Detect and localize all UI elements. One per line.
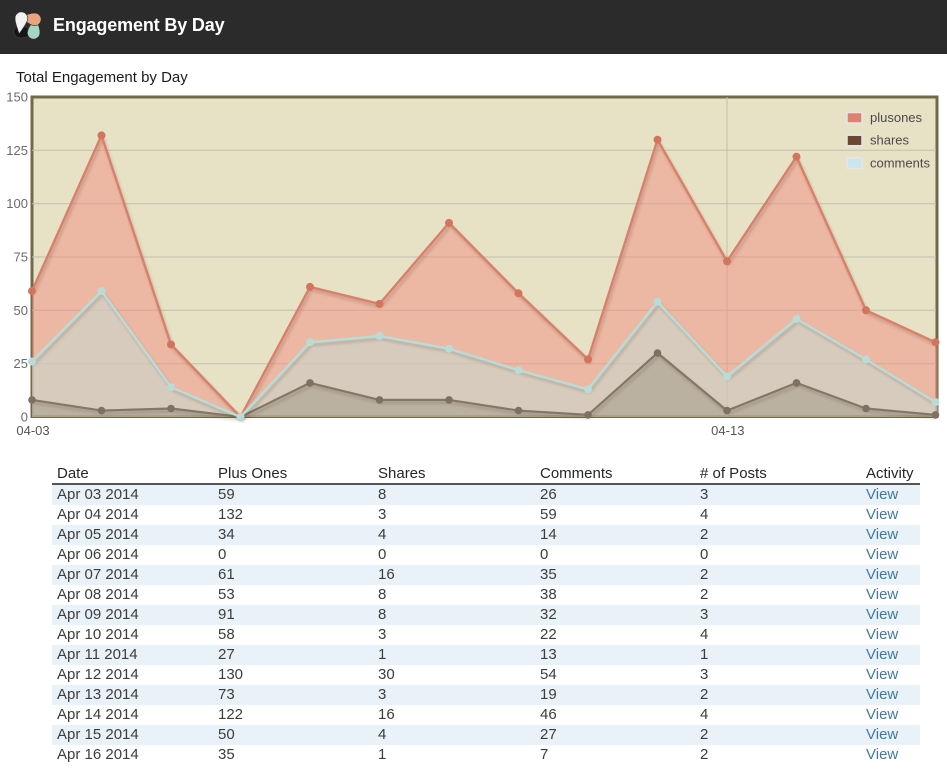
svg-text:comments: comments <box>870 156 930 171</box>
svg-text:shares: shares <box>870 133 910 148</box>
svg-text:75: 75 <box>14 250 28 265</box>
svg-text:125: 125 <box>6 143 28 158</box>
svg-text:04-03: 04-03 <box>16 423 49 438</box>
svg-text:0: 0 <box>21 410 28 425</box>
svg-text:plusones: plusones <box>870 110 923 125</box>
svg-text:100: 100 <box>6 196 28 211</box>
svg-text:04-13: 04-13 <box>711 423 744 438</box>
svg-text:25: 25 <box>14 356 28 371</box>
svg-text:150: 150 <box>6 90 28 105</box>
svg-text:50: 50 <box>14 303 28 318</box>
